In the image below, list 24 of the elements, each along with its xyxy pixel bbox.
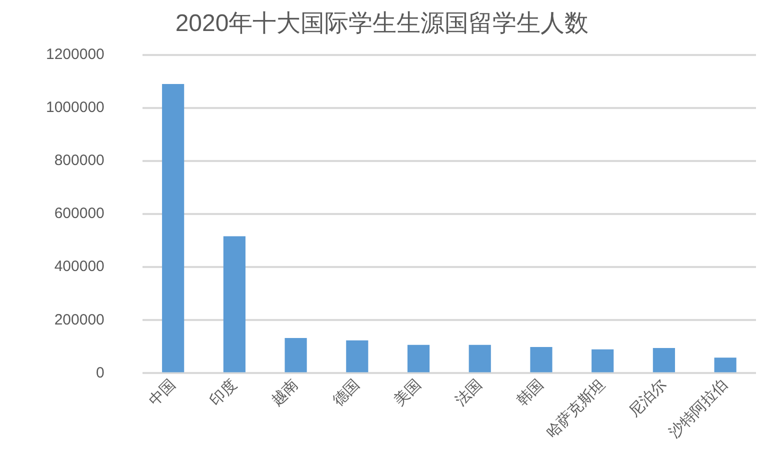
bar [162,84,184,372]
bar [407,344,430,372]
x-tick-label: 越南 [268,376,302,410]
y-tick-label: 0 [96,364,104,382]
y-tick-label: 1000000 [46,99,104,116]
x-tick-label: 印度 [206,376,240,410]
x-tick-label: 美国 [391,376,424,410]
y-tick-label: 600000 [54,205,104,222]
bar [592,349,614,372]
bar [530,346,552,372]
x-tick-label: 中国 [146,376,179,410]
bar [714,358,736,372]
y-tick-label: 1200000 [46,46,104,63]
bar [652,348,676,372]
y-tick-label: 800000 [54,152,104,170]
bar [468,344,491,372]
bar [346,340,368,372]
y-tick-label: 400000 [54,258,104,276]
chart-title: 2020年十大国际学生生源国留学生人数 [175,10,589,38]
bar [223,236,246,372]
x-tick-label: 法国 [452,376,486,410]
x-tick-label: 德国 [330,376,363,410]
y-tick-label: 200000 [54,311,104,328]
bar [284,338,307,372]
